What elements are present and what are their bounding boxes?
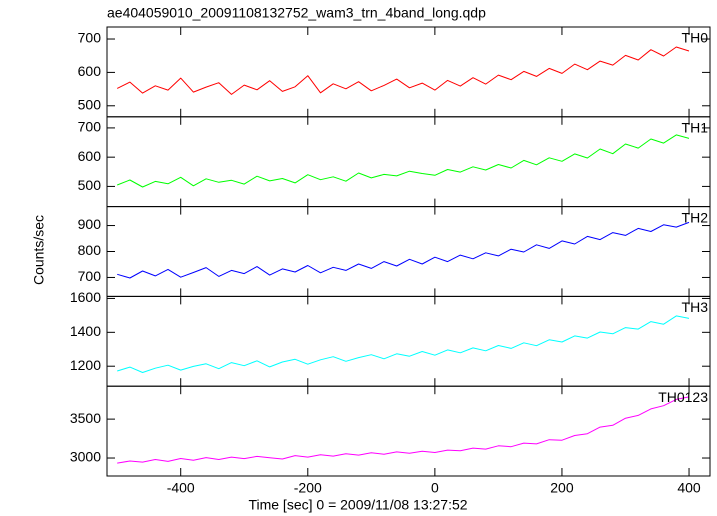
panel-frame xyxy=(106,116,711,208)
y-tick-label: 500 xyxy=(78,96,102,112)
y-tick-label: 700 xyxy=(78,119,102,135)
x-axis-label: Time [sec] 0 = 2009/11/08 13:27:52 xyxy=(248,497,467,513)
y-tick-label: 800 xyxy=(78,242,102,258)
data-line xyxy=(116,46,690,95)
y-tick-label: 700 xyxy=(78,268,102,284)
panel-frame xyxy=(106,206,711,297)
panel-label: TH1 xyxy=(682,120,709,136)
y-axis-label: Counts/sec xyxy=(31,215,47,285)
y-tick-label: 1200 xyxy=(70,357,101,373)
panel-frame xyxy=(106,295,711,387)
x-tick-label: -400 xyxy=(167,480,195,496)
panel-label: TH3 xyxy=(682,299,709,315)
panel-label: TH2 xyxy=(682,209,709,225)
data-line xyxy=(117,315,690,373)
x-tick-label: 200 xyxy=(550,480,574,496)
y-tick-label: 500 xyxy=(78,177,102,193)
y-tick-label: 700 xyxy=(78,30,102,46)
panel-label: TH0 xyxy=(682,30,709,46)
data-line xyxy=(117,134,690,188)
panel-label: TH0123 xyxy=(658,389,708,405)
y-tick-label: 3500 xyxy=(70,410,101,426)
x-tick-label: 0 xyxy=(431,480,439,496)
y-tick-label: 1600 xyxy=(70,289,101,305)
data-line xyxy=(117,221,690,279)
y-tick-label: 600 xyxy=(78,148,102,164)
panel-frame xyxy=(106,385,711,477)
chart-title: ae404059010_20091108132752_wam3_trn_4ban… xyxy=(107,5,486,21)
x-tick-label: -200 xyxy=(294,480,322,496)
panel-frame xyxy=(106,26,711,118)
y-tick-label: 3000 xyxy=(70,449,101,465)
data-line xyxy=(117,396,690,464)
y-tick-label: 1400 xyxy=(70,323,101,339)
y-tick-label: 600 xyxy=(78,63,102,79)
x-tick-label: 400 xyxy=(677,480,701,496)
y-tick-label: 900 xyxy=(78,216,102,232)
